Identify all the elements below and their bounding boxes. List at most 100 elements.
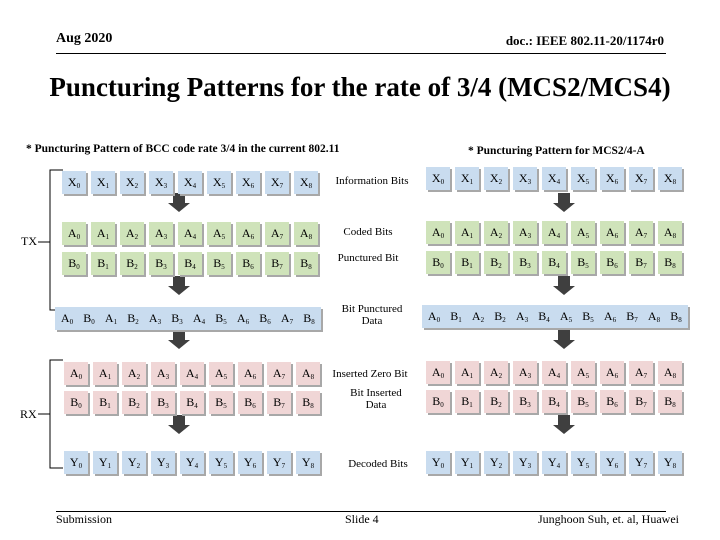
label-inserted-zero-bit: Inserted Zero Bit [332, 368, 408, 380]
decoded-bit: Y3 [151, 451, 175, 474]
info-bit: X8 [294, 171, 318, 194]
decoded-bit: Y7 [629, 451, 653, 474]
rx-bit-a: A4 [542, 361, 566, 384]
coded-bit-b: B2 [120, 252, 144, 275]
punctured-bit: B7 [620, 305, 644, 328]
coded-bit-a: A6 [600, 221, 624, 244]
decoded-bit: Y6 [238, 451, 262, 474]
rx-bit-a: A8 [296, 362, 320, 385]
punctured-bit: B5 [209, 307, 233, 330]
decoded-bit: Y5 [571, 451, 595, 474]
coded-bit-a: A1 [91, 222, 115, 245]
rx-bit-b: B0 [426, 390, 450, 413]
label-bit-inserted-line2: Data [365, 399, 387, 411]
punctured-bit: B6 [253, 307, 277, 330]
header-doc-id: doc.: IEEE 802.11-20/1174r0 [505, 33, 664, 48]
rx-bit-b: B3 [151, 391, 175, 414]
rx-bit-b: B2 [484, 390, 508, 413]
info-bit: X5 [207, 171, 231, 194]
rx-bit-b: B5 [571, 390, 595, 413]
info-bit: X6 [600, 167, 624, 190]
coded-bit-a: A5 [207, 222, 231, 245]
tx-label: TX [21, 234, 37, 248]
decoded-bit: Y4 [180, 451, 204, 474]
coded-bit-b: B1 [91, 252, 115, 275]
info-bit: X1 [91, 171, 115, 194]
label-information-bits: Information Bits [335, 175, 409, 187]
decoded-bit: Y7 [267, 451, 291, 474]
punctured-bit: A0 [422, 305, 446, 328]
right-caption: * Puncturing Pattern for MCS2/4-A [468, 145, 645, 157]
info-bit: X0 [62, 171, 86, 194]
info-bit: X3 [149, 171, 173, 194]
punctured-bit: B2 [488, 305, 512, 328]
rx-bit-b: B2 [122, 391, 146, 414]
coded-bit-b: B7 [629, 251, 653, 274]
punctured-bit: A6 [231, 307, 255, 330]
rx-bit-a: A2 [122, 362, 146, 385]
punctured-bit: A4 [187, 307, 211, 330]
decoded-bit: Y4 [542, 451, 566, 474]
info-bit: X4 [178, 171, 202, 194]
label-punctured-bit: Punctured Bit [337, 252, 399, 264]
page-title: Puncturing Patterns for the rate of 3/4 … [49, 72, 671, 102]
decoded-bit: Y6 [600, 451, 624, 474]
label-bit-punctured-line2: Data [361, 315, 383, 327]
punctured-bit: B1 [444, 305, 468, 328]
coded-bit-a: A5 [571, 221, 595, 244]
coded-bit-a: A0 [62, 222, 86, 245]
coded-bit-b: B3 [149, 252, 173, 275]
punctured-bit: B5 [576, 305, 600, 328]
footer-rule [56, 511, 666, 512]
rx-bit-a: A7 [629, 361, 653, 384]
punctured-bit: B0 [77, 307, 101, 330]
footer-author: Junghoon Suh, et. al, Huawei [538, 512, 679, 526]
coded-bit-b: B6 [236, 252, 260, 275]
coded-bit-b: B6 [600, 251, 624, 274]
rx-bit-a: A5 [209, 362, 233, 385]
coded-bit-b: B5 [571, 251, 595, 274]
decoded-bit: Y8 [296, 451, 320, 474]
decoded-bit: Y2 [122, 451, 146, 474]
punctured-bit: B3 [165, 307, 189, 330]
punctured-bit: B8 [664, 305, 688, 328]
coded-bit-a: A7 [265, 222, 289, 245]
left-caption: * Puncturing Pattern of BCC code rate 3/… [26, 143, 340, 155]
decoded-bit: Y0 [426, 451, 450, 474]
label-bit-punctured-data: Bit Punctured Data [322, 303, 422, 327]
punctured-bit: A3 [510, 305, 534, 328]
coded-bit-b: B4 [178, 252, 202, 275]
label-bit-punctured-line1: Bit Punctured [341, 303, 403, 315]
coded-bit-a: A2 [484, 221, 508, 244]
rx-bit-a: A3 [151, 362, 175, 385]
footer-slide-number: Slide 4 [345, 512, 379, 526]
coded-bit-a: A0 [426, 221, 450, 244]
info-bit: X0 [426, 167, 450, 190]
rx-bit-a: A4 [180, 362, 204, 385]
info-bit: X6 [236, 171, 260, 194]
coded-bit-a: A4 [542, 221, 566, 244]
coded-bit-b: B5 [207, 252, 231, 275]
coded-bit-b: B8 [294, 252, 318, 275]
info-bit: X7 [629, 167, 653, 190]
coded-bit-a: A4 [178, 222, 202, 245]
coded-bit-b: B7 [265, 252, 289, 275]
coded-bit-a: A7 [629, 221, 653, 244]
rx-bit-a: A1 [455, 361, 479, 384]
coded-bit-b: B3 [513, 251, 537, 274]
coded-bit-b: B0 [426, 251, 450, 274]
info-bit: X1 [455, 167, 479, 190]
coded-bit-a: A8 [658, 221, 682, 244]
coded-bit-b: B0 [62, 252, 86, 275]
decoded-bit: Y3 [513, 451, 537, 474]
punctured-bit: B8 [297, 307, 321, 330]
footer-submission: Submission [56, 512, 113, 526]
rx-bit-a: A2 [484, 361, 508, 384]
rx-bit-b: B8 [296, 391, 320, 414]
decoded-bit: Y5 [209, 451, 233, 474]
info-bit: X2 [120, 171, 144, 194]
coded-bit-a: A3 [513, 221, 537, 244]
rx-bit-a: A5 [571, 361, 595, 384]
info-bit: X2 [484, 167, 508, 190]
